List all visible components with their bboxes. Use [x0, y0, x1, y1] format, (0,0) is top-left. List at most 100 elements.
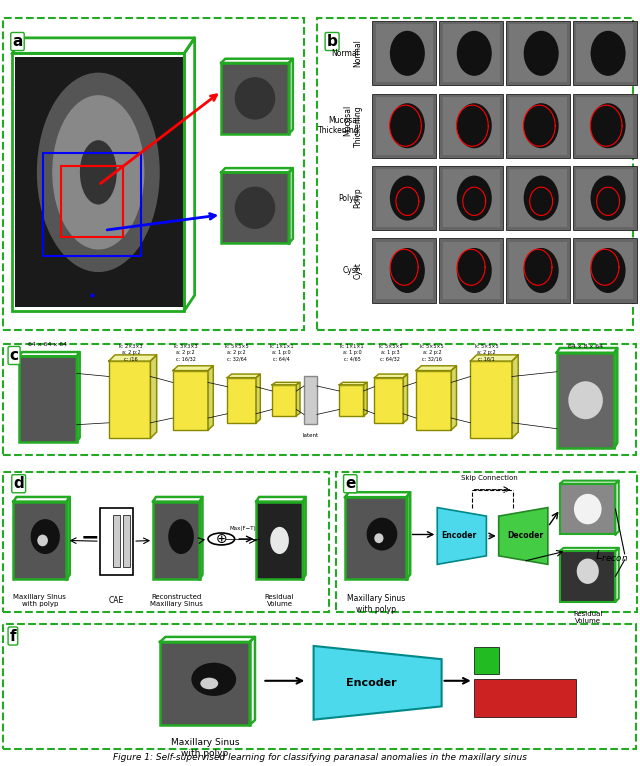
Bar [376, 241, 433, 300]
Polygon shape [227, 374, 260, 378]
Text: Mucosal
Thickening: Mucosal Thickening [343, 105, 362, 146]
Polygon shape [451, 366, 456, 430]
Text: Residual
Volume: Residual Volume [573, 611, 602, 624]
Bar [43, 153, 141, 256]
Bar [221, 172, 289, 243]
Bar [13, 502, 67, 579]
Polygon shape [296, 382, 300, 416]
Bar [474, 647, 499, 674]
Ellipse shape [568, 381, 603, 419]
Text: Reconstructed
Maxillary Sinus: Reconstructed Maxillary Sinus [150, 594, 203, 607]
Bar [173, 371, 208, 430]
Polygon shape [470, 355, 518, 361]
Text: c: c [10, 348, 19, 363]
Ellipse shape [524, 248, 559, 293]
Polygon shape [150, 355, 157, 438]
Text: ───────: ─────── [225, 535, 260, 543]
Circle shape [208, 533, 235, 545]
Bar [442, 169, 500, 227]
Bar [376, 97, 433, 155]
Bar [560, 551, 616, 602]
Bar [221, 63, 289, 134]
Ellipse shape [52, 95, 145, 250]
Bar [573, 93, 637, 158]
Text: Residual
Volume: Residual Volume [265, 594, 294, 607]
Text: Cyst: Cyst [353, 262, 362, 279]
Bar [12, 54, 184, 311]
Ellipse shape [591, 175, 625, 221]
Bar [376, 169, 433, 227]
Text: Figure 1: Self-supervised learning for classifying paranasal anomalies in the ma: Figure 1: Self-supervised learning for c… [113, 753, 527, 762]
Ellipse shape [374, 533, 383, 543]
Ellipse shape [457, 175, 492, 221]
Ellipse shape [390, 103, 425, 149]
Text: Normal: Normal [353, 39, 362, 67]
Bar [160, 642, 250, 725]
Bar [372, 238, 436, 303]
Bar [560, 483, 616, 535]
Text: Max(F−T): Max(F−T) [230, 526, 256, 532]
Text: b: b [326, 34, 337, 49]
Ellipse shape [270, 527, 289, 554]
Bar [573, 21, 637, 86]
Bar [221, 172, 289, 243]
Ellipse shape [390, 175, 425, 221]
Polygon shape [403, 374, 408, 423]
Text: k: 2×3×3
a: 2 p:2
c: /16: k: 2×3×3 a: 2 p:2 c: /16 [120, 345, 143, 361]
Bar [376, 25, 433, 82]
Polygon shape [437, 508, 486, 565]
Text: Normal: Normal [332, 49, 359, 57]
Polygon shape [256, 374, 260, 423]
Text: Maxillary Sinus
with polyp: Maxillary Sinus with polyp [347, 594, 405, 614]
Bar [577, 169, 634, 227]
Bar [153, 502, 200, 579]
Text: e: e [345, 476, 355, 491]
Text: Maxillary Sinus
with polyp: Maxillary Sinus with polyp [170, 738, 239, 758]
Bar [160, 642, 250, 725]
Bar [506, 238, 570, 303]
Bar [509, 97, 566, 155]
Text: $L_{recon}$: $L_{recon}$ [595, 549, 628, 565]
Ellipse shape [524, 31, 559, 76]
Ellipse shape [524, 175, 559, 221]
Bar [560, 483, 616, 535]
Bar [416, 371, 451, 430]
Bar [560, 551, 616, 602]
Text: k: 5×5×5
a: 2 p:2
c: 32/64: k: 5×5×5 a: 2 p:2 c: 32/64 [225, 345, 248, 361]
Polygon shape [339, 382, 367, 385]
Polygon shape [512, 355, 518, 438]
Text: −: − [81, 528, 99, 548]
Bar [339, 385, 364, 416]
Bar [557, 352, 614, 447]
Ellipse shape [457, 31, 492, 76]
Text: CAE: CAE [109, 596, 124, 604]
Ellipse shape [457, 248, 492, 293]
Text: latent: latent [302, 434, 319, 438]
Ellipse shape [591, 103, 625, 149]
Ellipse shape [390, 248, 425, 293]
Bar [506, 166, 570, 231]
Polygon shape [272, 382, 300, 385]
Ellipse shape [200, 678, 218, 689]
Text: f: f [10, 628, 16, 643]
Text: k: 5×5×5
a: 2 p:2
c: 32/16: k: 5×5×5 a: 2 p:2 c: 32/16 [420, 345, 444, 361]
Bar [442, 97, 500, 155]
Text: Mucosal
Thickening: Mucosal Thickening [317, 116, 359, 136]
Bar [372, 21, 436, 86]
Bar [153, 502, 200, 579]
Text: Encoder: Encoder [346, 678, 397, 688]
Text: Polyp: Polyp [339, 194, 359, 202]
Bar [304, 376, 317, 424]
Polygon shape [364, 382, 367, 416]
Bar [439, 166, 503, 231]
Bar [442, 25, 500, 82]
Bar [557, 352, 614, 447]
Polygon shape [109, 355, 157, 361]
Text: Decoder: Decoder [508, 532, 544, 541]
Bar [577, 97, 634, 155]
Bar [113, 515, 120, 568]
Ellipse shape [37, 73, 160, 272]
Bar [100, 508, 133, 574]
Text: Polyp: Polyp [353, 188, 362, 208]
Text: d: d [13, 476, 24, 491]
